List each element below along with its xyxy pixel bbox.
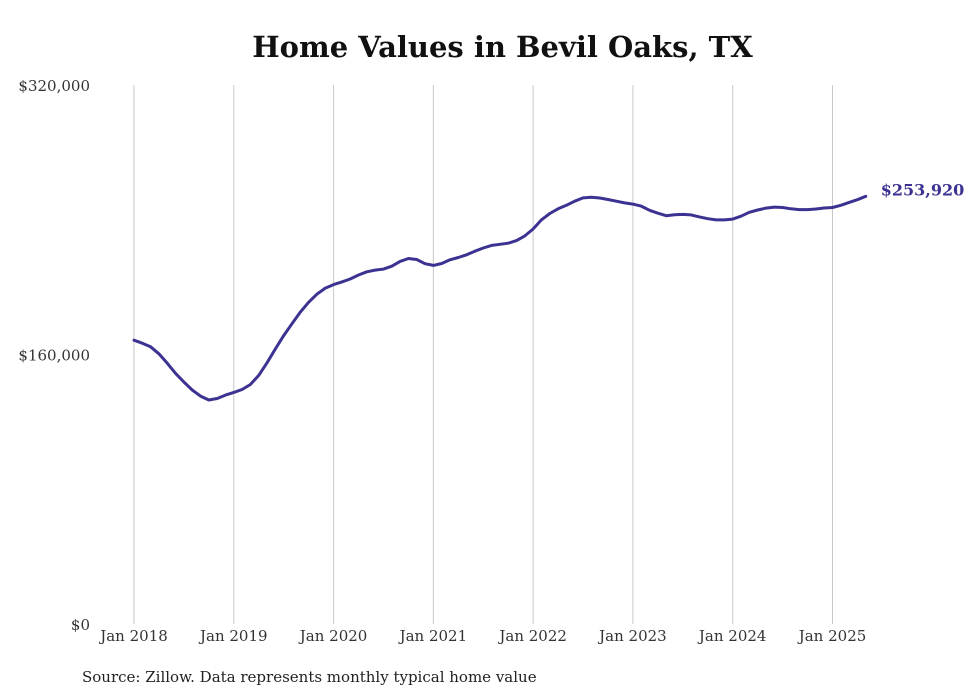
chart-source-note: Source: Zillow. Data represents monthly … [82, 668, 537, 686]
y-tick-label: $0 [71, 616, 90, 634]
gridlines [133, 85, 833, 624]
x-tick-label: Jan 2019 [198, 627, 268, 645]
x-tick-label: Jan 2021 [398, 627, 468, 645]
chart-title: Home Values in Bevil Oaks, TX [252, 30, 753, 64]
x-axis-ticks: Jan 2018 Jan 2019 Jan 2020 Jan 2021 Jan 2022… [98, 627, 866, 645]
y-axis-ticks: $0 $160,000 $320,000 [18, 77, 90, 634]
x-tick-label: Jan 2024 [697, 627, 767, 645]
x-tick-label: Jan 2023 [597, 627, 667, 645]
series-layer: $253,920 [132, 180, 965, 402]
x-tick-label: Jan 2018 [98, 627, 168, 645]
x-tick-label: Jan 2025 [797, 627, 867, 645]
y-tick-label: $320,000 [18, 77, 90, 95]
y-tick-label: $160,000 [18, 347, 90, 365]
x-tick-label: Jan 2020 [298, 627, 368, 645]
series-line [132, 194, 868, 402]
x-tick-label: Jan 2022 [497, 627, 567, 645]
series-end-label: $253,920 [881, 180, 965, 199]
